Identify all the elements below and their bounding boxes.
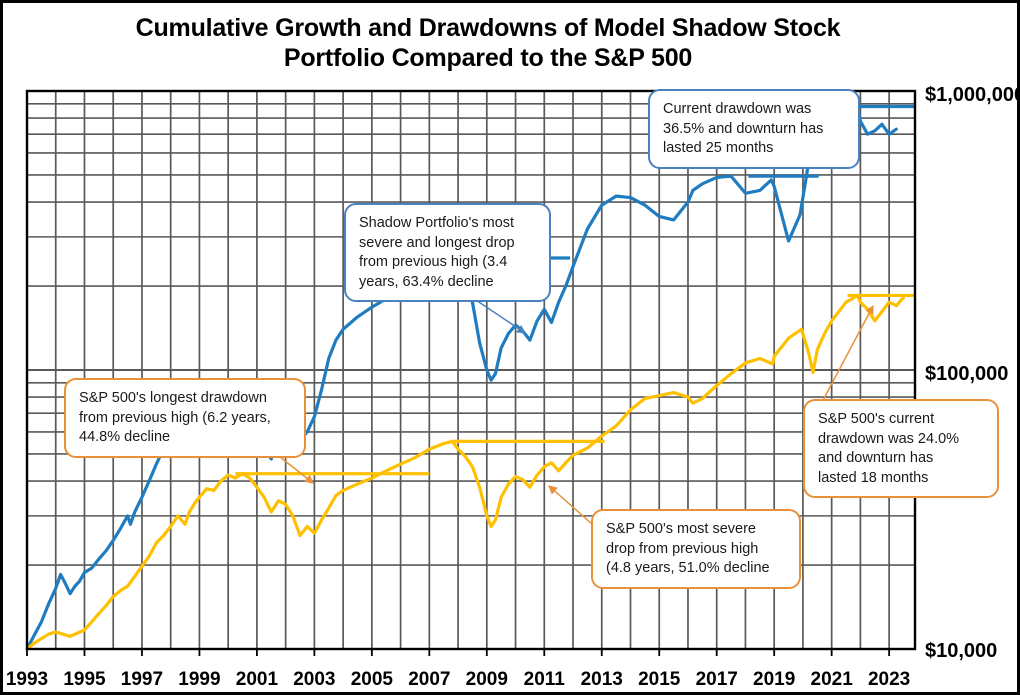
title-line-2: Portfolio Compared to the S&P 500 (283, 44, 693, 72)
annotation-line: years, 63.4% decline (359, 273, 494, 290)
y-axis-label-mid: $100,000 (925, 363, 1008, 385)
x-axis-tick-label: 2013 (581, 669, 623, 690)
annotation-line: from previous high (3.4 (359, 254, 508, 270)
x-axis-tick-label: 2001 (236, 669, 279, 690)
x-axis-tick-label: 2017 (696, 669, 738, 690)
annotation-line: severe and longest drop (359, 234, 515, 251)
x-axis-tick-label: 2021 (811, 669, 854, 690)
x-axis-tick-label: 2015 (638, 669, 681, 690)
x-axis-tick-label: 2011 (524, 669, 566, 690)
chart-plot-area: 1993 1995 1997 1999 2001 2003 2005 2007 2009 2011… (6, 84, 1020, 690)
annotation-line: S&P 500's most severe (606, 521, 756, 537)
x-axis-tick-label: 1999 (178, 669, 220, 690)
annotation-sp500-worst-drawdown[interactable]: S&P 500's most severe drop from previous… (591, 509, 801, 589)
x-axis-tick-label: 1997 (121, 669, 163, 690)
annotation-sp500-current-drawdown[interactable]: S&P 500's current drawdown was 24.0% and… (803, 399, 999, 498)
x-axis-tick-label: 2005 (351, 669, 394, 690)
x-axis-tick-label: 2003 (293, 669, 335, 690)
annotation-line: 36.5% and downturn has (663, 120, 824, 137)
annotation-line: 44.8% decline (79, 429, 171, 445)
annotation-line: Current drawdown was (663, 101, 812, 117)
annotation-line: Shadow Portfolio's most (359, 215, 515, 231)
annotation-line: S&P 500's current (818, 411, 935, 427)
annotation-line: (4.8 years, 51.0% decline (606, 560, 770, 576)
x-axis-tick-label: 2009 (466, 669, 508, 690)
annotation-line: from previous high (6.2 years, (79, 409, 271, 426)
title-line-1: Cumulative Growth and Drawdowns of Model… (135, 14, 841, 42)
annotation-line: drawdown was 24.0% (818, 430, 960, 447)
x-axis-tick-label: 1995 (63, 669, 106, 690)
page-title: Cumulative Growth and Drawdowns of Model… (43, 13, 933, 73)
annotation-sp500-longest-drawdown[interactable]: S&P 500's longest drawdown from previous… (64, 378, 306, 458)
annotation-line: S&P 500's longest drawdown (79, 390, 267, 406)
leader-sp500-worst (548, 485, 593, 525)
annotation-line: and downturn has (818, 450, 934, 466)
y-axis-label-bottom: $10,000 (925, 640, 997, 662)
x-axis-tick-label: 2007 (408, 669, 450, 690)
y-axis-label-top: $1,000,000 (925, 84, 1020, 106)
series-line (25, 293, 906, 651)
annotation-line: drop from previous high (606, 540, 759, 557)
annotation-line: lasted 25 months (663, 140, 774, 156)
x-axis-tick-label: 2023 (868, 669, 910, 690)
plot-frame (25, 89, 917, 651)
x-axis-tick-label: 1993 (6, 669, 48, 690)
annotation-leader-lines (274, 124, 874, 525)
annotation-shadow-worst-drawdown[interactable]: Shadow Portfolio's most severe and longe… (344, 203, 551, 302)
annotation-shadow-current-drawdown[interactable]: Current drawdown was 36.5% and downturn … (648, 89, 860, 169)
annotation-line: lasted 18 months (818, 469, 929, 486)
x-axis-tick-labels: 1993 1995 1997 1999 2001 2003 2005 2007 2009 2011… (6, 649, 910, 690)
leader-sp500-longest (274, 452, 314, 484)
x-axis-tick-label: 2019 (753, 669, 795, 690)
